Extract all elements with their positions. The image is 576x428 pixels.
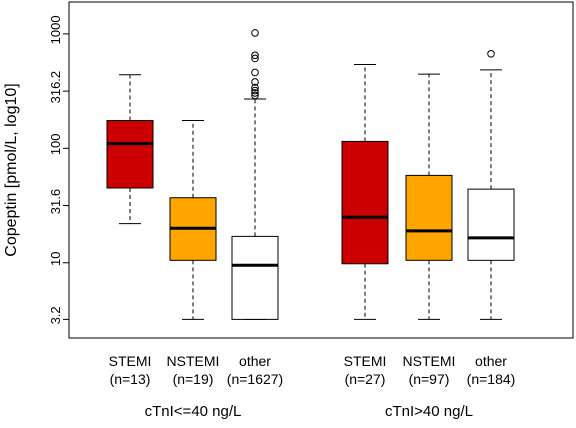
y-tick-label: 1000 xyxy=(48,15,63,44)
x-category-label: STEMI xyxy=(109,353,152,369)
box-other-2 xyxy=(467,49,515,320)
x-group-label: cTnI>40 ng/L xyxy=(385,403,473,420)
x-category-label: NSTEMI xyxy=(167,353,220,369)
outlier-point xyxy=(251,54,259,63)
x-count-label: (n=1627) xyxy=(227,371,283,387)
iqr-box xyxy=(341,140,389,265)
outlier-point xyxy=(251,51,259,60)
y-tick-label: 100 xyxy=(48,133,63,155)
outlier-point xyxy=(487,49,495,58)
box-stemi-1 xyxy=(106,74,154,225)
iqr-box xyxy=(467,188,515,261)
x-count-label: (n=184) xyxy=(467,371,516,387)
box-series xyxy=(106,29,515,320)
box-nstemi-1 xyxy=(169,120,217,320)
y-tick-label: 316.2 xyxy=(48,71,63,104)
x-group-label: cTnI<=40 ng/L xyxy=(145,403,242,420)
box-other-1 xyxy=(231,29,279,320)
y-axis-label: Copeptin [pmol/L, log10] xyxy=(3,83,20,256)
box-nstemi-2 xyxy=(405,73,453,320)
x-count-label: (n=97) xyxy=(409,371,450,387)
outlier-point xyxy=(251,29,259,37)
iqr-box xyxy=(405,174,453,261)
outlier-point xyxy=(251,86,259,95)
y-axis: 3.2 10 31.6 100 316.2 1000 xyxy=(48,15,69,324)
x-count-label: (n=19) xyxy=(173,371,214,387)
outlier-point xyxy=(251,68,259,77)
box-stemi-2 xyxy=(341,64,389,320)
plot-frame xyxy=(68,1,574,339)
x-category-label: other xyxy=(475,353,507,369)
x-category-label: other xyxy=(239,353,271,369)
iqr-box xyxy=(231,235,279,320)
x-axis-labels: STEMI (n=13) NSTEMI (n=19) other (n=1627) STEM… xyxy=(109,353,516,420)
y-tick-label: 3.2 xyxy=(48,306,63,324)
x-category-label: NSTEMI xyxy=(403,353,456,369)
y-tick-label: 10 xyxy=(48,252,63,266)
outlier-point xyxy=(251,91,259,100)
outlier-point xyxy=(251,78,259,86)
y-tick-label: 31.6 xyxy=(48,189,63,214)
iqr-box xyxy=(106,120,154,189)
x-category-label: STEMI xyxy=(344,353,387,369)
x-count-label: (n=13) xyxy=(110,371,151,387)
x-count-label: (n=27) xyxy=(345,371,386,387)
outlier-point xyxy=(251,89,259,97)
outlier-point xyxy=(251,83,259,92)
